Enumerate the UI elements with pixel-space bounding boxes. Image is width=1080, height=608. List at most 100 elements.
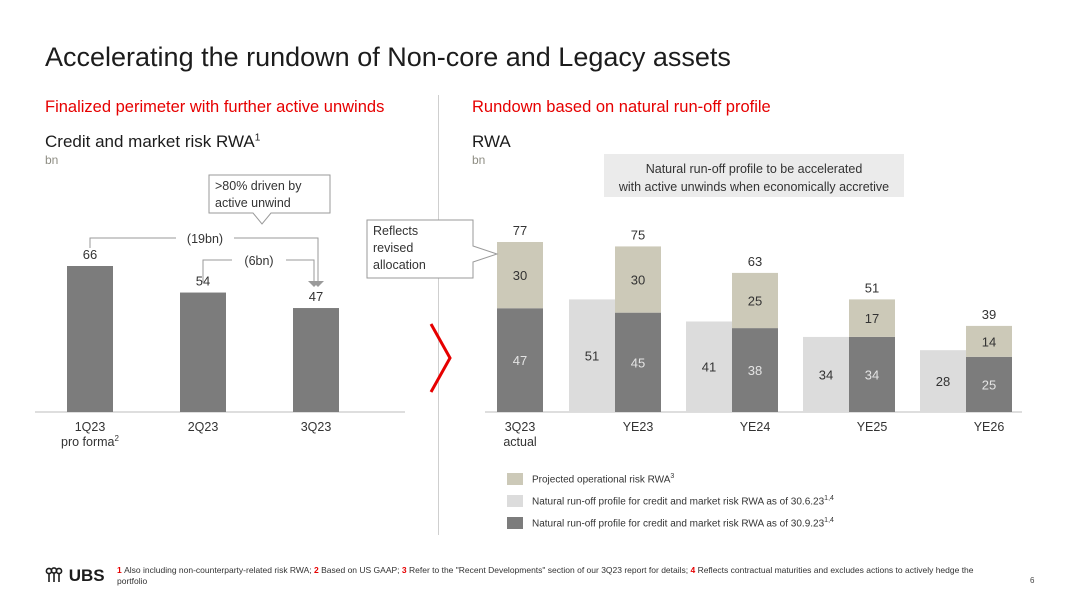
page-number: 6	[1030, 576, 1035, 585]
right-bar-current-3	[849, 336, 895, 412]
footnote-text-3: Reflects contractual maturities and excl…	[117, 565, 974, 586]
left-chart-title: Credit and market risk RWA1	[45, 132, 260, 152]
right-tick-0-line-2: actual	[503, 435, 536, 449]
right-tick-3: YE25	[857, 420, 888, 434]
ubs-logo: UBS	[44, 566, 105, 586]
connector-6bn-left	[202, 259, 232, 282]
right-bar-prior-1	[569, 299, 615, 412]
right-bar-oprisk-2	[732, 272, 778, 329]
right-callout-box	[366, 219, 499, 279]
left-bar-value-2: 47	[309, 289, 323, 304]
right-callout-line-1: Reflects	[373, 224, 418, 238]
right-bar-current-2	[732, 328, 778, 412]
right-bar-total-4: 39	[982, 307, 996, 322]
left-subtitle: Finalized perimeter with further active …	[45, 98, 385, 116]
right-callout-line-3: allocation	[373, 258, 426, 272]
left-unit: bn	[45, 153, 59, 167]
footnotes: 1 Also including non-counterparty-relate…	[117, 565, 997, 587]
right-bar-oprisk-value-0: 30	[513, 268, 527, 283]
footnote-num-1: 2	[314, 565, 322, 575]
connector-6bn-right	[286, 259, 315, 282]
right-bar-current-value-0: 47	[513, 353, 527, 368]
right-bar-current-value-2: 38	[748, 363, 762, 378]
right-callout-line-2: revised	[373, 241, 413, 255]
left-bar-0	[67, 266, 113, 412]
right-unit: bn	[472, 153, 486, 167]
legend-sup-1: 1,4	[824, 494, 834, 502]
right-bar-oprisk-4	[966, 325, 1012, 357]
footnote-num-3: 4	[690, 565, 698, 575]
legend-item-2: Natural run-off profile for credit and m…	[507, 516, 834, 530]
legend-sup-0: 3	[670, 472, 675, 480]
annotation-19bn: (19bn)	[187, 232, 223, 246]
left-tick-0: 1Q23	[75, 420, 106, 434]
right-bar-prior-3	[803, 336, 849, 412]
right-bar-oprisk-value-1: 30	[631, 273, 645, 288]
right-bar-oprisk-3	[849, 299, 895, 337]
left-chart-title-text: Credit and market risk RWA	[45, 132, 255, 151]
right-bar-current-value-1: 45	[631, 355, 645, 370]
right-bar-prior-4	[920, 350, 966, 412]
legend-swatch-1	[507, 495, 523, 507]
left-tick-1: 2Q23	[188, 420, 219, 434]
ubs-logo-text: UBS	[68, 566, 105, 585]
connector-19bn-right	[234, 237, 319, 282]
right-tick-4: YE26	[974, 420, 1005, 434]
keys-icon	[45, 567, 63, 582]
right-note-line-1: Natural run-off profile to be accelerate…	[646, 162, 863, 176]
annotation-6bn: (6bn)	[244, 254, 273, 268]
legend-label-0: Projected operational risk RWA3	[532, 472, 675, 486]
legend-label-1: Natural run-off profile for credit and m…	[532, 494, 834, 508]
right-bar-oprisk-1	[615, 246, 661, 313]
right-bar-current-4	[966, 356, 1012, 412]
footnote-text-1: Based on US GAAP;	[321, 565, 402, 575]
right-bar-total-2: 63	[748, 254, 762, 269]
right-bar-prior-value-2: 41	[702, 360, 716, 375]
right-bar-oprisk-value-2: 25	[748, 294, 762, 309]
right-bar-prior-value-1: 51	[585, 349, 599, 364]
right-note-box	[604, 154, 904, 197]
right-tick-1: YE23	[623, 420, 654, 434]
right-bar-current-1	[615, 312, 661, 412]
section-divider	[438, 95, 439, 535]
left-annotation-arrowheads	[308, 281, 324, 287]
right-note-line-2: with active unwinds when economically ac…	[618, 180, 889, 194]
left-bar-2	[293, 308, 339, 412]
footnote-text-0: Also including non-counterparty-related …	[124, 565, 315, 575]
right-callout: Reflects revised allocation	[366, 219, 499, 279]
left-callout-line-2: active unwind	[215, 196, 291, 210]
right-bar-oprisk-0	[497, 242, 543, 309]
page-title: Accelerating the rundown of Non-core and…	[45, 42, 731, 72]
left-bar-1	[180, 292, 226, 412]
footnote-num-2: 3	[401, 565, 409, 575]
connector-19bn-left	[89, 237, 176, 248]
left-tick-0-sup: 2	[115, 434, 120, 443]
footnote-text-2: Refer to the "Recent Developments" secti…	[409, 565, 691, 575]
left-callout-box	[208, 174, 331, 225]
right-tick-2: YE24	[740, 420, 771, 434]
right-bar-prior-2	[686, 321, 732, 412]
chevron-right-icon	[429, 323, 452, 393]
legend-item-1: Natural run-off profile for credit and m…	[507, 494, 834, 508]
left-tick-0-line-2: pro forma2	[61, 434, 120, 449]
right-bar-current-0	[497, 308, 543, 412]
legend-sup-2: 1,4	[824, 516, 834, 524]
right-bar-oprisk-value-4: 14	[982, 334, 996, 349]
left-callout-line-1: >80% driven by	[215, 179, 302, 193]
arrowhead-6bn	[308, 281, 320, 287]
right-bar-total-0: 77	[513, 223, 527, 238]
right-subtitle: Rundown based on natural run-off profile	[472, 98, 771, 116]
legend-swatch-2	[507, 517, 523, 529]
right-bar-prior-value-3: 34	[819, 367, 833, 382]
left-tick-2: 3Q23	[301, 420, 332, 434]
footnote-num-0: 1	[117, 565, 125, 575]
legend-swatch-0	[507, 473, 523, 485]
right-bar-total-3: 51	[865, 280, 879, 295]
right-bar-current-value-3: 34	[865, 367, 879, 382]
right-note: Natural run-off profile to be accelerate…	[604, 154, 904, 197]
legend-item-0: Projected operational risk RWA3	[507, 472, 674, 486]
right-tick-0: 3Q23	[505, 420, 536, 434]
left-callout: >80% driven by active unwind	[208, 174, 331, 225]
